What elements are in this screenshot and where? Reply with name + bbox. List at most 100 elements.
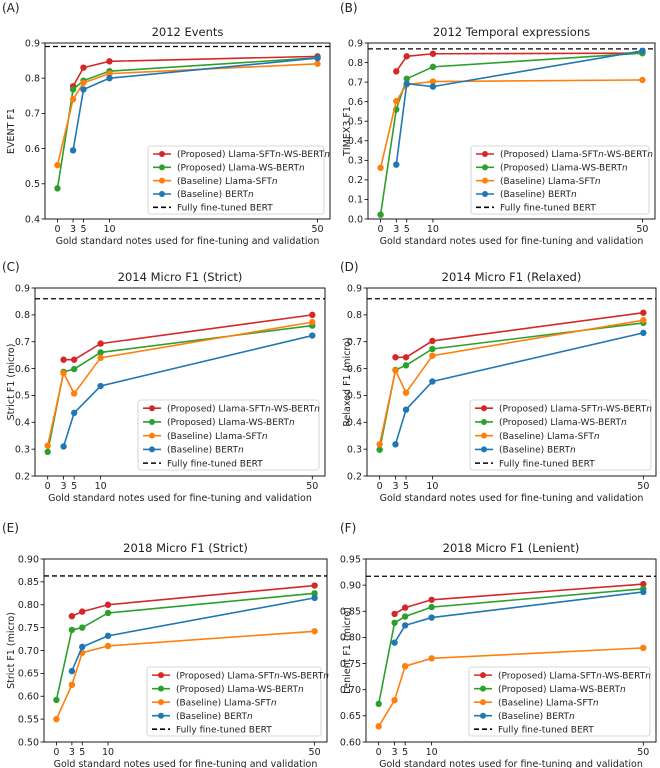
- y-tick-label: 0.9: [348, 38, 363, 49]
- y-tick-label: 0.5: [348, 117, 363, 128]
- data-point: [309, 318, 316, 326]
- y-tick-label: 0.60: [340, 737, 361, 748]
- data-point: [54, 161, 61, 169]
- legend-text-part: (Proposed) Llama-WS-BERT: [167, 418, 290, 428]
- data-point: [79, 624, 86, 631]
- legend-entry: (Baseline) Llama-SFTn: [499, 432, 600, 442]
- y-axis-label: EVENT F1: [6, 108, 17, 154]
- legend-entry: (Baseline) Llama-SFTn: [498, 698, 599, 708]
- data-point: [393, 161, 400, 168]
- axes-frame: [366, 287, 657, 477]
- legend-text-part: n: [271, 698, 277, 708]
- x-tick-label: 3: [69, 747, 75, 758]
- legend-dot-marker: [158, 699, 164, 706]
- y-tick-label: 0.3: [347, 444, 362, 455]
- series-line: [62, 334, 313, 447]
- x-tick-label: 10: [426, 747, 438, 758]
- legend-entry: Fully fine-tuned BERT: [167, 459, 263, 469]
- data-point: [391, 610, 398, 618]
- legend-text-part: -WS-BERT: [602, 671, 646, 681]
- y-tick-label: 0.90: [18, 554, 39, 565]
- data-point: [401, 622, 409, 629]
- data-point: [392, 367, 399, 374]
- legend-dot-marker: [159, 177, 165, 184]
- data-point: [402, 362, 410, 369]
- data-point: [70, 356, 78, 363]
- y-tick-label: 0.80: [18, 600, 39, 611]
- legend-entry: Fully fine-tuned BERT: [499, 459, 595, 469]
- y-tick-label: 0.2: [15, 471, 30, 482]
- x-axis-label: Gold standard notes used for fine-tuning…: [379, 759, 643, 768]
- legend-text-part: n: [299, 164, 305, 174]
- data-point: [68, 681, 76, 689]
- data-point: [97, 340, 104, 347]
- y-tick-label: 0.90: [340, 580, 361, 591]
- legend-entry: Fully fine-tuned BERT: [500, 204, 596, 214]
- y-tick-label: 0.7: [25, 109, 40, 120]
- chart-panel-5: (F) 2018 Micro F1 (Lenient) 0.60 0.65 0.70 0.…: [340, 521, 657, 768]
- y-tick-label: 0.65: [340, 711, 361, 722]
- x-tick-label: 10: [426, 481, 438, 492]
- legend-text-part: -WS-BERT: [271, 404, 315, 414]
- legend-dot-marker: [158, 672, 164, 679]
- data-point: [53, 696, 60, 704]
- legend-entry: (Baseline) BERTn: [176, 712, 253, 722]
- data-point: [393, 68, 400, 75]
- legend-text-part: (Baseline) Llama-SFT: [176, 698, 271, 708]
- legend-text-part: n: [598, 150, 604, 160]
- legend-text-part: (Baseline) BERT: [499, 446, 571, 456]
- data-point: [70, 365, 78, 373]
- y-tick-label: 0.7: [15, 337, 30, 348]
- legend-entry: (Proposed) Llama-SFTn-WS-BERTn: [498, 671, 651, 681]
- legend-dot-marker: [149, 418, 155, 425]
- legend-entry: (Baseline) Llama-SFTn: [176, 698, 277, 708]
- series-line: [395, 52, 643, 72]
- y-tick-label: 0.6: [15, 364, 30, 375]
- legend-text-part: -WS-BERT: [281, 150, 325, 160]
- legend-text-part: Fully fine-tuned BERT: [499, 459, 595, 469]
- data-point: [60, 356, 67, 363]
- y-tick-label: 0.4: [15, 418, 30, 429]
- legend-text-part: n: [596, 671, 602, 681]
- y-tick-label: 0.7: [347, 337, 362, 348]
- y-axis-label: Strict F1 (micro): [6, 344, 17, 421]
- legend-dot-marker: [159, 151, 165, 157]
- y-tick-label: 0.6: [348, 97, 363, 108]
- legend-text-part: n: [274, 671, 280, 681]
- data-point: [54, 185, 61, 192]
- x-tick-label: 3: [392, 747, 398, 758]
- data-point: [401, 662, 409, 670]
- data-point: [60, 443, 67, 450]
- legend-text-part: n: [622, 164, 628, 174]
- data-point: [104, 632, 112, 640]
- y-tick-label: 0.3: [348, 156, 363, 167]
- series-line: [71, 584, 315, 617]
- legend-entry: (Baseline) BERTn: [167, 446, 244, 456]
- x-tick-label: 50: [306, 481, 318, 492]
- legend-entry: Fully fine-tuned BERT: [498, 725, 594, 735]
- x-tick-label: 3: [61, 481, 67, 492]
- y-tick-label: 0.9: [15, 283, 30, 294]
- legend-text-part: (Baseline) BERT: [500, 190, 572, 200]
- legend-text-part: n: [248, 190, 254, 200]
- data-point: [392, 441, 399, 448]
- legend-text-part: n: [314, 404, 320, 414]
- data-point: [70, 409, 78, 417]
- data-point: [391, 619, 398, 626]
- y-tick-label: 0.9: [25, 38, 40, 49]
- x-tick-label: 10: [95, 481, 107, 492]
- legend-text-part: n: [645, 671, 651, 681]
- x-tick-label: 5: [79, 747, 85, 758]
- x-tick-label: 10: [427, 224, 439, 235]
- legend-dot-marker: [481, 432, 487, 439]
- series-line: [71, 597, 315, 672]
- data-point: [68, 667, 76, 675]
- legend-dot-marker: [480, 712, 486, 719]
- y-tick-label: 0.2: [347, 471, 362, 482]
- x-axis-label: Gold standard notes used for fine-tuning…: [380, 493, 644, 504]
- legend-text-part: (Proposed) Llama-WS-BERT: [498, 685, 621, 695]
- legend-text-part: (Baseline) Llama-SFT: [177, 177, 272, 187]
- data-point: [104, 609, 112, 617]
- legend-entry: (Baseline) Llama-SFTn: [177, 177, 278, 187]
